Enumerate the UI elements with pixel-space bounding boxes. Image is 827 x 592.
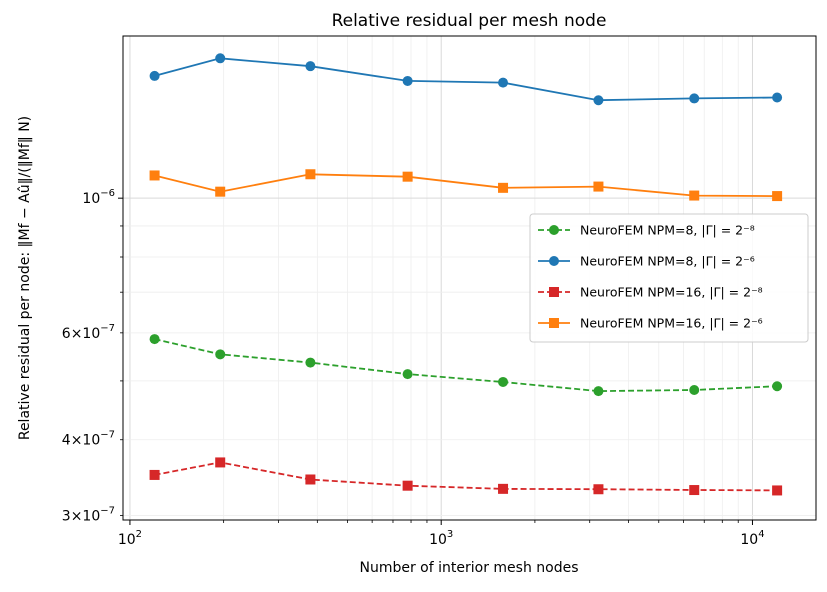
- x-axis-label: Number of interior mesh nodes: [359, 560, 578, 576]
- data-point: [772, 191, 783, 202]
- data-point: [402, 171, 413, 182]
- data-point: [498, 182, 509, 193]
- legend-marker: [549, 318, 559, 328]
- legend-label: NeuroFEM NPM=8, |Γ| = 2⁻⁶: [580, 254, 755, 269]
- series-3: [149, 457, 783, 496]
- series-4: [149, 169, 783, 202]
- data-point: [772, 92, 783, 103]
- y-tick-label: 4×10−7: [62, 430, 115, 449]
- series-line: [154, 461, 778, 492]
- legend-box: [529, 213, 809, 343]
- data-point: [149, 334, 160, 345]
- data-point: [305, 474, 316, 485]
- series-line: [154, 338, 778, 393]
- data-point: [498, 483, 509, 494]
- data-point: [593, 386, 604, 397]
- data-point: [689, 385, 700, 396]
- data-point: [402, 369, 413, 380]
- data-point: [149, 170, 160, 181]
- data-point: [593, 95, 604, 106]
- chart-title: Relative residual per mesh node: [332, 11, 607, 31]
- series-group: [149, 53, 783, 496]
- data-point: [402, 75, 413, 86]
- data-point: [149, 469, 160, 480]
- data-point: [593, 181, 604, 192]
- legend: NeuroFEM NPM=8, |Γ| = 2⁻⁸ NeuroFEM NPM=8,…: [529, 213, 809, 343]
- data-point: [402, 480, 413, 491]
- data-point: [305, 169, 316, 180]
- series-1: [149, 334, 783, 397]
- data-point: [772, 485, 783, 496]
- data-point: [689, 485, 700, 496]
- data-point: [215, 53, 226, 64]
- data-point: [215, 186, 226, 197]
- data-point: [593, 484, 604, 495]
- x-tick-label: 103: [429, 529, 453, 548]
- y-tick-label: 6×10−7: [62, 323, 115, 342]
- axis-ticks: 102 103 104 3×10−7 4×10−7 6×10−7 10−6: [62, 188, 765, 548]
- data-point: [305, 61, 316, 72]
- plot-frame: [122, 35, 817, 521]
- data-point: [498, 77, 509, 88]
- x-tick-label: 102: [118, 529, 142, 548]
- legend-marker: [549, 287, 559, 297]
- data-point: [689, 93, 700, 104]
- data-point: [149, 70, 160, 81]
- legend-label: NeuroFEM NPM=16, |Γ| = 2⁻⁸: [580, 285, 763, 300]
- legend-marker: [549, 225, 559, 235]
- data-point: [305, 357, 316, 368]
- data-point: [215, 349, 226, 360]
- data-point: [498, 376, 509, 387]
- y-axis-label: Relative residual per node: ‖Mf − Aû‖/(‖…: [17, 116, 33, 440]
- legend-marker: [549, 256, 559, 266]
- series-2: [149, 53, 783, 106]
- data-point: [772, 381, 783, 392]
- legend-label: NeuroFEM NPM=8, |Γ| = 2⁻⁸: [580, 223, 755, 238]
- data-point: [215, 457, 226, 468]
- data-point: [689, 190, 700, 201]
- series-line: [154, 57, 778, 102]
- y-tick-label: 10−6: [82, 188, 115, 207]
- x-tick-label: 104: [740, 529, 764, 548]
- legend-label: NeuroFEM NPM=16, |Γ| = 2⁻⁶: [580, 316, 763, 331]
- y-tick-label: 3×10−7: [62, 506, 115, 525]
- series-line: [154, 173, 778, 197]
